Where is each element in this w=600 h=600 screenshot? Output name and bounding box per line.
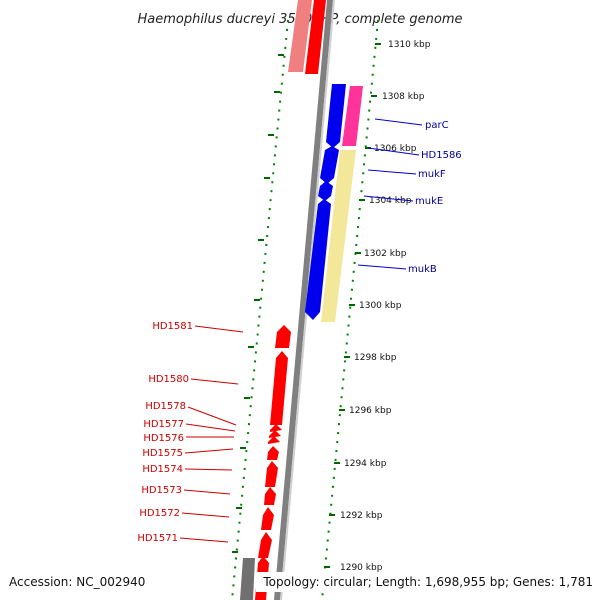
red-gene-hd1576 bbox=[268, 436, 280, 444]
kbp-tick-1306: 1306 kbp bbox=[374, 144, 417, 154]
red-gene-hd1571 bbox=[258, 532, 272, 558]
kbp-tick-1292: 1292 kbp bbox=[340, 511, 383, 521]
gene-label-hd1586: HD1586 bbox=[421, 150, 462, 161]
red-gene-hd1575 bbox=[267, 446, 279, 460]
red-gene-top-light bbox=[288, 0, 312, 72]
kbp-tick-1304: 1304 kbp bbox=[369, 196, 412, 206]
kbp-tick-1296: 1296 kbp bbox=[349, 406, 392, 416]
accession-label: Accession: NC_002940 bbox=[9, 575, 145, 589]
blue-gene-muke bbox=[318, 181, 333, 201]
gene-label-hd1576: HD1576 bbox=[143, 433, 184, 444]
red-gene-hd1573 bbox=[264, 487, 276, 505]
footer-backdrop bbox=[256, 572, 600, 592]
red-gene-hd1572 bbox=[261, 507, 274, 530]
outer-ring-ticks bbox=[324, 43, 381, 568]
red-gene-hd1578 bbox=[270, 424, 282, 432]
gene-label-hd1577: HD1577 bbox=[143, 419, 184, 430]
red-gene-hd1581 bbox=[275, 325, 291, 348]
blue-gene-mukb bbox=[305, 199, 331, 320]
gene-label-parc: parC bbox=[425, 120, 449, 131]
kbp-tick-1308: 1308 kbp bbox=[382, 92, 425, 102]
gene-label-hd1580: HD1580 bbox=[148, 374, 189, 385]
topology-label: Topology: circular; Length: 1,698,955 bp… bbox=[262, 575, 593, 589]
gene-label-muke: mukE bbox=[415, 196, 443, 207]
red-gene-hd1574 bbox=[265, 461, 278, 487]
pink-gene-hd1586 bbox=[342, 86, 363, 146]
kbp-tick-1290: 1290 kbp bbox=[340, 563, 383, 573]
gene-label-hd1572: HD1572 bbox=[139, 508, 180, 519]
gene-label-hd1581: HD1581 bbox=[152, 321, 193, 332]
gene-label-hd1573: HD1573 bbox=[141, 485, 182, 496]
red-gene-hd1577 bbox=[269, 430, 281, 438]
kbp-tick-1310: 1310 kbp bbox=[388, 40, 431, 50]
grey-gene-bottom bbox=[240, 558, 255, 600]
left-label-leaders bbox=[179, 325, 244, 543]
kbp-tick-1294: 1294 kbp bbox=[344, 459, 387, 469]
yellow-gene bbox=[321, 150, 356, 322]
blue-gene-mukf bbox=[320, 146, 339, 184]
gene-label-hd1575: HD1575 bbox=[142, 448, 183, 459]
kbp-tick-1300: 1300 kbp bbox=[359, 301, 402, 311]
gene-label-hd1574: HD1574 bbox=[142, 464, 183, 475]
gene-label-mukf: mukF bbox=[418, 169, 446, 180]
inner-dotted-ring bbox=[231, 19, 289, 600]
gene-label-hd1578: HD1578 bbox=[145, 401, 186, 412]
blue-gene-parc bbox=[326, 84, 346, 148]
red-gene-hd1580 bbox=[270, 351, 288, 425]
inner-ring-dashes bbox=[232, 54, 284, 553]
kbp-tick-1302: 1302 kbp bbox=[364, 249, 407, 259]
kbp-tick-1298: 1298 kbp bbox=[354, 353, 397, 363]
red-gene-top bbox=[305, 0, 326, 74]
gene-label-hd1571: HD1571 bbox=[137, 533, 178, 544]
gene-label-mukb: mukB bbox=[408, 264, 437, 275]
right-label-leaders bbox=[357, 118, 423, 270]
